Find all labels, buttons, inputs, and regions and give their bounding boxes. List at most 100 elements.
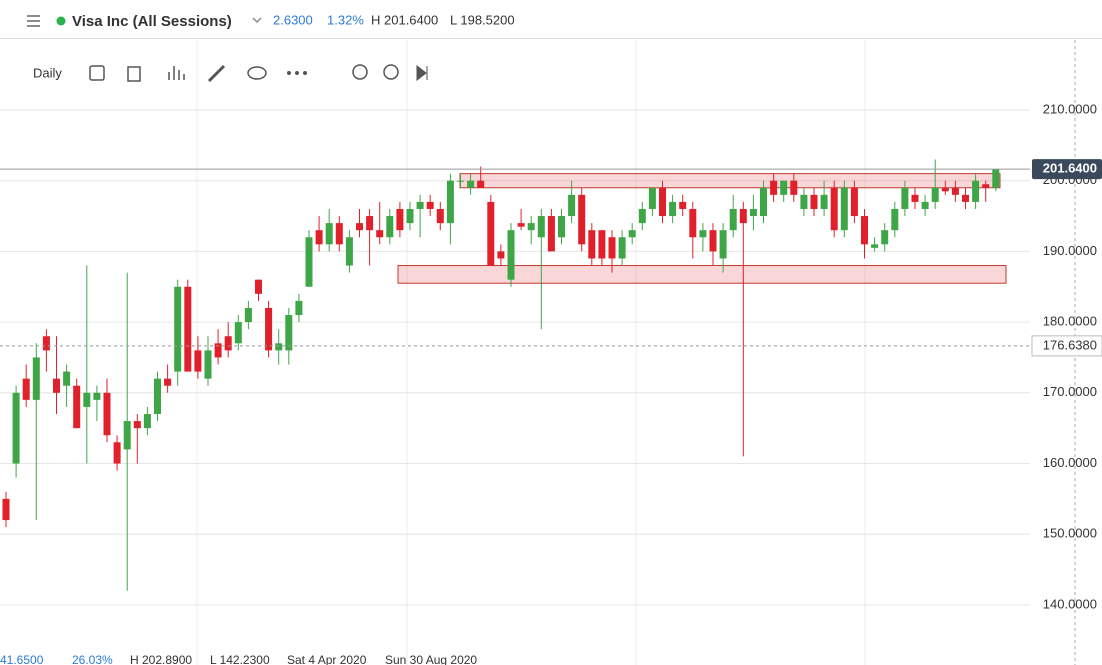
candle-body [840, 187, 848, 231]
zone [459, 173, 1001, 189]
candle-body [305, 237, 313, 287]
reference-tag [1031, 335, 1102, 357]
candle-body [457, 180, 464, 182]
candle-body [93, 392, 101, 400]
candle-body [850, 187, 858, 217]
candle-body [790, 180, 798, 195]
y-tick-label: 160.0000 [1043, 455, 1097, 470]
candle-body [527, 223, 535, 231]
candle-body [507, 230, 515, 280]
zoom-in-button[interactable] [383, 64, 399, 80]
y-tick-label: 180.0000 [1043, 314, 1097, 329]
candle-body [871, 244, 879, 248]
candle-body [265, 307, 273, 351]
candle-body [921, 201, 929, 209]
menu-icon[interactable] [27, 15, 40, 27]
candle-body [73, 385, 81, 429]
candle-body [598, 230, 606, 259]
candle-body [547, 216, 555, 252]
candle-body [497, 251, 505, 259]
candle-body [83, 392, 91, 407]
chart-type-button[interactable] [89, 65, 105, 81]
candle-body [659, 187, 666, 217]
candle-body [325, 223, 333, 245]
change: 2.6300 [273, 12, 313, 27]
candle-body [608, 237, 616, 259]
candle-body [517, 223, 525, 227]
candle-body [467, 180, 475, 188]
candle-body [123, 421, 131, 450]
candle-body [568, 194, 576, 217]
change-pct: 1.32% [327, 12, 364, 27]
candle-body [669, 201, 677, 217]
candle-body [729, 208, 737, 231]
candle-body [164, 378, 172, 386]
interval-button[interactable]: Daily [33, 65, 62, 80]
candle-body [204, 350, 212, 379]
candle-body [830, 187, 838, 231]
footer-low: L 142.2300 [210, 653, 270, 665]
indicators-button[interactable] [168, 66, 185, 80]
dropdown-arrow[interactable] [252, 17, 262, 24]
zone [397, 265, 1007, 284]
candle-body [709, 230, 717, 252]
candle-body [578, 194, 586, 245]
candle-body [255, 279, 262, 294]
footer-from: Sat 4 Apr 2020 [287, 653, 367, 665]
candle-body [749, 208, 757, 217]
footer-high: H 202.8900 [130, 653, 192, 665]
candle-body [376, 230, 384, 238]
candle-body [214, 343, 222, 358]
candle-body [982, 184, 990, 188]
last-price-label: 201.6400 [1043, 161, 1097, 176]
footer-change: 41.6500 [0, 653, 44, 665]
candle-body [558, 216, 565, 238]
candle-body [739, 208, 747, 224]
candle-body [345, 237, 353, 266]
candle-body [972, 180, 980, 202]
candle-body [962, 194, 969, 202]
candle-body [184, 286, 192, 372]
more-button[interactable] [287, 71, 307, 75]
compare-button[interactable] [127, 66, 141, 82]
candle-body [356, 223, 363, 231]
candle-body [386, 216, 394, 238]
candle-body [133, 421, 141, 429]
candle-body [436, 208, 444, 224]
candle-body [295, 300, 303, 316]
candle-body [234, 322, 242, 344]
session-high: H 201.6400 [371, 12, 438, 27]
view-button[interactable] [247, 66, 267, 80]
candle-body [22, 378, 30, 400]
candle-body [154, 378, 161, 415]
zoom-out-button[interactable] [352, 64, 368, 80]
candle-body [224, 336, 232, 351]
candle-body [628, 230, 636, 238]
candle-body [941, 187, 949, 192]
draw-button[interactable] [207, 64, 226, 83]
reference-label: 176.6380 [1043, 337, 1097, 352]
candle-body [335, 223, 343, 245]
candle-body [689, 208, 697, 238]
candle-body [618, 237, 626, 259]
last-price-tag [1032, 159, 1102, 180]
candle-body [2, 498, 10, 521]
instrument-name[interactable]: Visa Inc (All Sessions) [72, 13, 232, 30]
candle-body [42, 336, 50, 351]
candle-body [901, 187, 909, 209]
candle-body [931, 187, 939, 202]
candle-body [275, 343, 283, 351]
candle-body [800, 194, 808, 209]
candle-body [780, 180, 788, 195]
candle-body [477, 180, 485, 188]
y-tick-label: 210.0000 [1043, 101, 1097, 116]
candle-body [992, 169, 1000, 188]
go-latest-button[interactable] [416, 64, 428, 82]
candle-body [679, 201, 687, 209]
candle-body [406, 208, 414, 224]
candle-body [53, 378, 60, 393]
candle-body [760, 187, 767, 217]
